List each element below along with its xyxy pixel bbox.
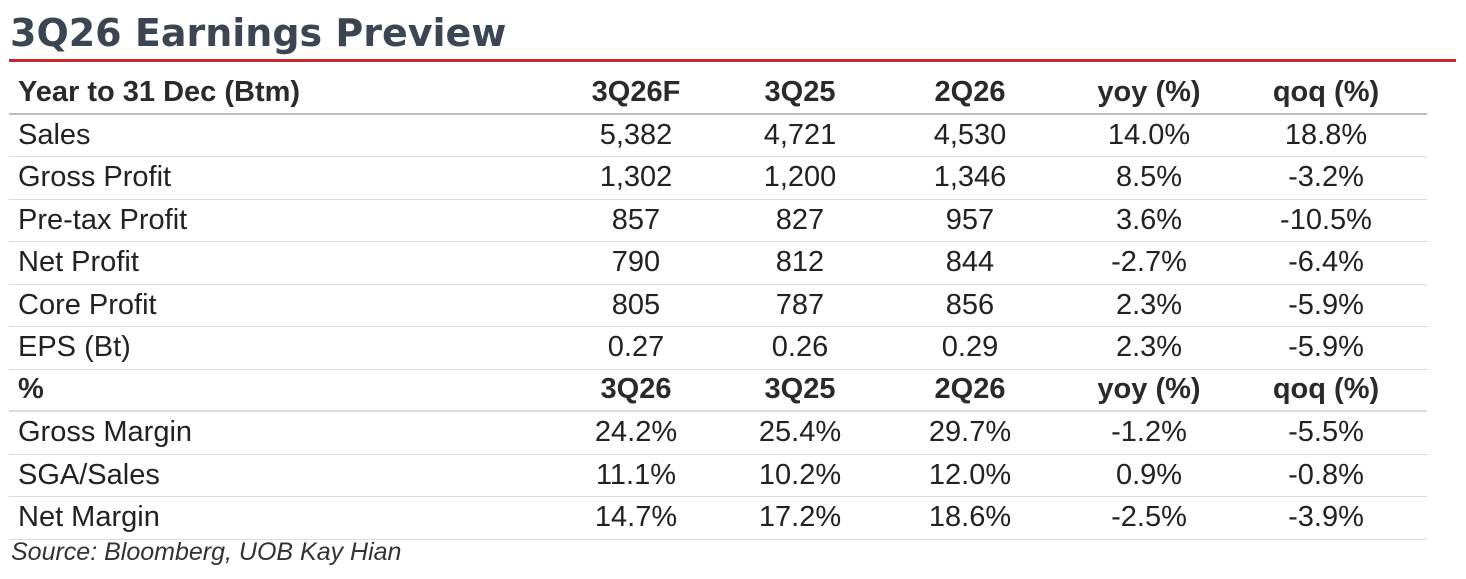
cell-2q26: 0.29 <box>941 331 999 364</box>
cell-2q26: 1,346 <box>933 161 1007 194</box>
cell-3q26f: 0.27 <box>607 331 665 364</box>
header-col-2q26: 2Q26 <box>934 75 1006 108</box>
row-label: Net Margin <box>18 501 160 534</box>
cell-3q26f: 805 <box>611 288 661 321</box>
cell-3q26: 24.2% <box>594 416 678 449</box>
row-label: Gross Profit <box>18 161 172 194</box>
cell-3q25: 1,200 <box>763 161 837 194</box>
cell-2q26: 4,530 <box>933 118 1007 151</box>
table-row-sga-sales: SGA/Sales 11.1% 10.2% 12.0% 0.9% -0.8% <box>9 454 1427 497</box>
cell-2q26: 844 <box>945 246 995 279</box>
cell-qoq: -5.5% <box>1288 416 1364 449</box>
margin-header-col-yoy: yoy (%) <box>1097 373 1201 406</box>
cell-yoy: 8.5% <box>1115 161 1183 194</box>
cell-qoq: -5.9% <box>1288 288 1364 321</box>
cell-yoy: 0.9% <box>1115 458 1183 491</box>
row-label: Gross Margin <box>18 416 193 449</box>
margin-header-col-qoq: qoq (%) <box>1272 373 1380 406</box>
table-header-row: Year to 31 Dec (Btm) 3Q26F 3Q25 2Q26 yoy… <box>9 72 1427 115</box>
cell-2q26: 29.7% <box>928 416 1012 449</box>
margin-header-label: % <box>18 373 44 406</box>
cell-2q26: 12.0% <box>928 458 1012 491</box>
header-col-yoy: yoy (%) <box>1097 75 1201 108</box>
table-row-pretax-profit: Pre-tax Profit 857 827 957 3.6% -10.5% <box>9 199 1427 242</box>
cell-qoq: 18.8% <box>1284 118 1368 151</box>
cell-3q25: 787 <box>775 288 825 321</box>
title-divider <box>9 59 1456 62</box>
cell-3q26: 11.1% <box>595 458 677 491</box>
row-label: Net Profit <box>18 246 139 279</box>
cell-3q25: 827 <box>775 203 825 236</box>
table-row-net-margin: Net Margin 14.7% 17.2% 18.6% -2.5% -3.9% <box>9 497 1427 540</box>
cell-2q26: 856 <box>945 288 995 321</box>
margin-header-row: % 3Q26 3Q25 2Q26 yoy (%) qoq (%) <box>9 369 1427 412</box>
table-row-net-profit: Net Profit 790 812 844 -2.7% -6.4% <box>9 242 1427 285</box>
margin-header-col-3q26: 3Q26 <box>600 373 672 406</box>
table-row-sales: Sales 5,382 4,721 4,530 14.0% 18.8% <box>9 114 1427 157</box>
cell-2q26: 957 <box>945 203 995 236</box>
margin-header-col-2q26: 2Q26 <box>934 373 1006 406</box>
row-label: Core Profit <box>18 288 157 321</box>
cell-3q25: 10.2% <box>758 458 842 491</box>
table-row-eps: EPS (Bt) 0.27 0.26 0.29 2.3% -5.9% <box>9 327 1427 370</box>
cell-qoq: -10.5% <box>1280 203 1372 236</box>
cell-yoy: 14.0% <box>1107 118 1191 151</box>
cell-qoq: -5.9% <box>1288 331 1364 364</box>
cell-qoq: -3.2% <box>1288 161 1364 194</box>
cell-3q26f: 857 <box>611 203 661 236</box>
table-row-gross-profit: Gross Profit 1,302 1,200 1,346 8.5% -3.2… <box>9 157 1427 200</box>
row-label: Pre-tax Profit <box>18 203 188 236</box>
cell-3q26f: 790 <box>611 246 661 279</box>
table-row-gross-margin: Gross Margin 24.2% 25.4% 29.7% -1.2% -5.… <box>9 412 1427 455</box>
cell-2q26: 18.6% <box>928 501 1012 534</box>
header-label: Year to 31 Dec (Btm) <box>18 75 301 108</box>
source-note: Source: Bloomberg, UOB Kay Hian <box>11 538 402 566</box>
cell-yoy: -2.5% <box>1111 501 1187 534</box>
cell-yoy: 2.3% <box>1115 288 1183 321</box>
cell-3q26f: 1,302 <box>599 161 673 194</box>
margin-header-col-3q25: 3Q25 <box>764 373 836 406</box>
cell-3q26f: 5,382 <box>599 118 673 151</box>
header-col-qoq: qoq (%) <box>1272 75 1380 108</box>
cell-3q25: 812 <box>775 246 825 279</box>
cell-3q25: 0.26 <box>771 331 829 364</box>
header-col-3q25: 3Q25 <box>764 75 836 108</box>
header-col-3q26f: 3Q26F <box>591 75 681 108</box>
cell-3q25: 25.4% <box>758 416 842 449</box>
cell-3q26: 14.7% <box>594 501 678 534</box>
cell-qoq: -0.8% <box>1288 458 1364 491</box>
cell-yoy: -2.7% <box>1111 246 1187 279</box>
row-label: Sales <box>18 118 91 151</box>
cell-yoy: 2.3% <box>1115 331 1183 364</box>
row-label: EPS (Bt) <box>18 331 131 364</box>
cell-3q25: 4,721 <box>763 118 837 151</box>
table-row-core-profit: Core Profit 805 787 856 2.3% -5.9% <box>9 284 1427 327</box>
cell-3q25: 17.2% <box>758 501 842 534</box>
cell-yoy: 3.6% <box>1115 203 1183 236</box>
page-title: 3Q26 Earnings Preview <box>10 11 507 55</box>
earnings-table: Year to 31 Dec (Btm) 3Q26F 3Q25 2Q26 yoy… <box>9 72 1427 540</box>
cell-qoq: -6.4% <box>1288 246 1364 279</box>
cell-yoy: -1.2% <box>1111 416 1187 449</box>
row-label: SGA/Sales <box>18 458 160 491</box>
cell-qoq: -3.9% <box>1288 501 1364 534</box>
